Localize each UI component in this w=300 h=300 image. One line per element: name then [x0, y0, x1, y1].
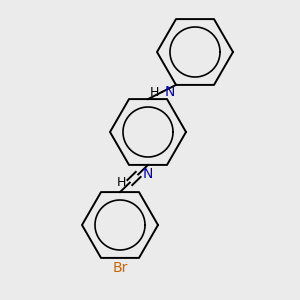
Text: H: H: [150, 85, 159, 98]
Text: H: H: [116, 176, 126, 189]
Text: N: N: [165, 85, 175, 99]
Text: N: N: [142, 167, 153, 182]
Text: Br: Br: [112, 261, 128, 275]
